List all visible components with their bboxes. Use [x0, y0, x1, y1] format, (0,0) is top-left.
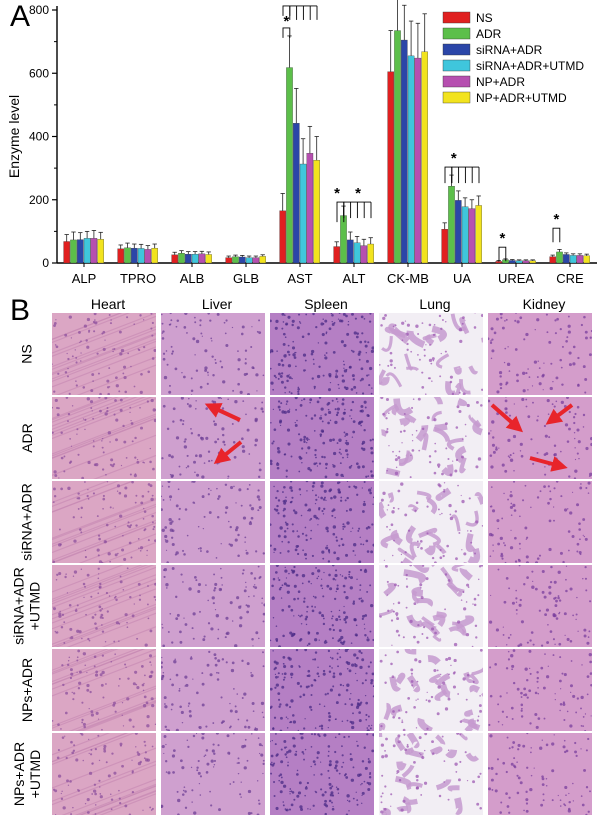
- significance-bracket: [498, 246, 507, 262]
- red-arrow-icon: [204, 403, 241, 422]
- legend-label: NP+ADR+UTMD: [476, 91, 567, 105]
- legend-label: NS: [476, 11, 493, 25]
- col-header-heart: Heart: [90, 296, 126, 312]
- significance-star: *: [334, 185, 340, 202]
- significance-star: *: [299, 0, 305, 6]
- legend-swatch: [442, 11, 471, 24]
- histology-image-spleen: [270, 481, 374, 563]
- histology-image-heart: [52, 313, 156, 395]
- histology-image-heart: [52, 565, 156, 647]
- histology-image-kidney: [488, 565, 592, 647]
- histology-image-kidney: [488, 481, 592, 563]
- x-tick-label: GLB: [233, 271, 259, 286]
- significance-bracket: [552, 227, 561, 243]
- histology-image-liver: [161, 481, 265, 563]
- red-arrow-icon: [213, 440, 243, 465]
- histology-image-liver: [161, 733, 265, 815]
- y-tick-label: 200: [29, 193, 49, 207]
- x-tick-label: UA: [453, 271, 471, 286]
- histology-image-heart: [52, 733, 156, 815]
- histology-image-liver: [161, 649, 265, 731]
- histology-image-kidney: [488, 397, 592, 479]
- significance-star: *: [283, 13, 289, 30]
- y-tick-label: 800: [29, 3, 49, 17]
- histology-image-lung: [379, 313, 483, 395]
- legend-label: siRNA+ADR: [476, 43, 543, 57]
- red-arrow-icon: [529, 456, 568, 472]
- histology-image-spleen: [270, 565, 374, 647]
- histology-image-lung: [379, 565, 483, 647]
- y-tick-label: 0: [42, 256, 49, 270]
- significance-star: *: [499, 230, 505, 247]
- histology-image-liver: [161, 313, 265, 395]
- significance-star: *: [355, 185, 361, 202]
- col-header-liver: Liver: [201, 296, 233, 312]
- x-tick-label: ALP: [72, 271, 97, 286]
- col-header-lung: Lung: [419, 296, 451, 312]
- panel-b-label: B: [10, 294, 31, 327]
- legend-label: NP+ADR: [476, 75, 525, 89]
- x-tick-label: AST: [287, 271, 312, 286]
- red-arrow-icon: [545, 403, 574, 425]
- x-tick-label: CK-MB: [387, 271, 429, 286]
- y-tick-label: 600: [29, 66, 49, 80]
- histology-image-lung: [379, 397, 483, 479]
- x-tick-label: UREA: [498, 271, 534, 286]
- significance-star: *: [451, 150, 457, 167]
- histology-image-lung: [379, 733, 483, 815]
- x-tick-label: TPRO: [120, 271, 156, 286]
- histology-image-spleen: [270, 649, 374, 731]
- x-tick-label: CRE: [556, 271, 584, 286]
- x-tick-label: ALB: [180, 271, 205, 286]
- red-arrow-icon: [490, 403, 524, 433]
- y-tick-label: 400: [29, 130, 49, 144]
- y-axis-label: Enzyme level: [6, 95, 22, 178]
- legend-swatch: [442, 75, 471, 88]
- legend-label: siRNA+ADR+UTMD: [476, 59, 584, 73]
- histology-image-liver: [161, 565, 265, 647]
- histology-image-lung: [379, 649, 483, 731]
- legend-label: ADR: [476, 27, 502, 41]
- enzyme-bar-chart: 0 200 400 600 800 Enzyme level ALP TPRO ALB GLB AS…: [6, 0, 597, 286]
- histology-image-heart: [52, 649, 156, 731]
- significance-star: *: [553, 211, 559, 228]
- col-header-kidney: Kidney: [522, 296, 566, 312]
- col-header-spleen: Spleen: [304, 296, 348, 312]
- histology-image-lung: [379, 481, 483, 563]
- legend-swatch: [442, 43, 471, 56]
- histology-image-heart: [52, 397, 156, 479]
- histology-image-kidney: [488, 649, 592, 731]
- significance-star: *: [282, 0, 288, 6]
- panel-a-label: A: [10, 0, 31, 33]
- legend-swatch: [442, 59, 471, 72]
- histology-image-spleen: [270, 313, 374, 395]
- histology-image-kidney: [488, 733, 592, 815]
- histology-image-kidney: [488, 313, 592, 395]
- legend-swatch: [442, 27, 471, 40]
- histology-image-spleen: [270, 397, 374, 479]
- histology-image-heart: [52, 481, 156, 563]
- histology-image-spleen: [270, 733, 374, 815]
- x-tick-label: ALT: [343, 271, 366, 286]
- significance-bracket: [282, 27, 291, 38]
- legend-swatch: [442, 91, 471, 104]
- histology-image-liver: [161, 397, 265, 479]
